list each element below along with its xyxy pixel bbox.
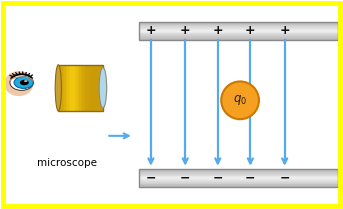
Bar [75,65,76,111]
Bar [139,30,338,31]
Bar [139,175,338,176]
Bar [64,65,66,111]
Ellipse shape [55,65,61,111]
Bar [139,27,338,28]
Bar [63,65,64,111]
Bar [139,29,338,30]
Bar [139,24,338,25]
Bar [139,23,338,24]
Bar [139,34,338,35]
Bar [72,65,73,111]
Bar [139,177,338,178]
Ellipse shape [4,71,33,96]
Bar [139,37,338,38]
Bar [67,65,69,111]
Bar [139,178,338,179]
Text: −: − [245,172,256,185]
Bar [139,185,338,186]
Circle shape [20,80,29,85]
Bar [139,170,338,171]
Ellipse shape [10,75,33,90]
Bar [76,65,78,111]
Bar [139,179,338,180]
Ellipse shape [99,68,107,108]
Bar [73,65,75,111]
Bar [139,31,338,32]
Bar [139,35,338,36]
Bar [139,39,338,40]
Bar [139,169,338,170]
Bar [139,171,338,172]
Bar [139,174,338,175]
Text: +: + [180,24,190,37]
Bar [139,22,338,40]
Bar [139,36,338,37]
Bar [93,65,94,111]
Bar [94,65,95,111]
Text: +: + [280,24,290,37]
Bar [88,65,90,111]
Bar [139,22,338,23]
Bar [90,65,91,111]
Bar [58,65,103,111]
Bar [91,65,93,111]
Bar [139,182,338,183]
Bar [78,65,79,111]
Bar [79,65,81,111]
Bar [139,172,338,173]
Text: +: + [213,24,223,37]
Bar [86,65,88,111]
Bar [66,65,67,111]
Text: −: − [180,172,190,185]
Text: −: − [146,172,156,185]
Text: $q_0$: $q_0$ [233,93,247,107]
Bar [70,65,72,111]
Bar [102,65,103,111]
Text: +: + [245,24,256,37]
Bar [82,65,84,111]
Bar [84,65,85,111]
Bar [98,65,100,111]
Bar [139,32,338,33]
Text: microscope: microscope [37,158,97,168]
Bar [95,65,97,111]
Text: −: − [280,172,290,185]
Circle shape [24,80,27,82]
Bar [139,25,338,26]
Bar [139,173,338,174]
Bar [60,65,61,111]
Bar [139,181,338,182]
Bar [139,186,338,187]
Bar [97,65,98,111]
Text: −: − [213,172,223,185]
Bar [139,26,338,27]
Bar [139,180,338,181]
Bar [139,33,338,34]
Bar [58,65,60,111]
Bar [85,65,86,111]
Bar [139,176,338,177]
Bar [139,183,338,184]
Text: +: + [146,24,156,37]
Circle shape [14,77,33,88]
Bar [69,65,70,111]
Bar [139,169,338,187]
Bar [81,65,82,111]
Bar [139,38,338,39]
Bar [61,65,63,111]
Ellipse shape [221,82,259,119]
Bar [139,28,338,29]
Bar [139,184,338,185]
Bar [100,65,102,111]
